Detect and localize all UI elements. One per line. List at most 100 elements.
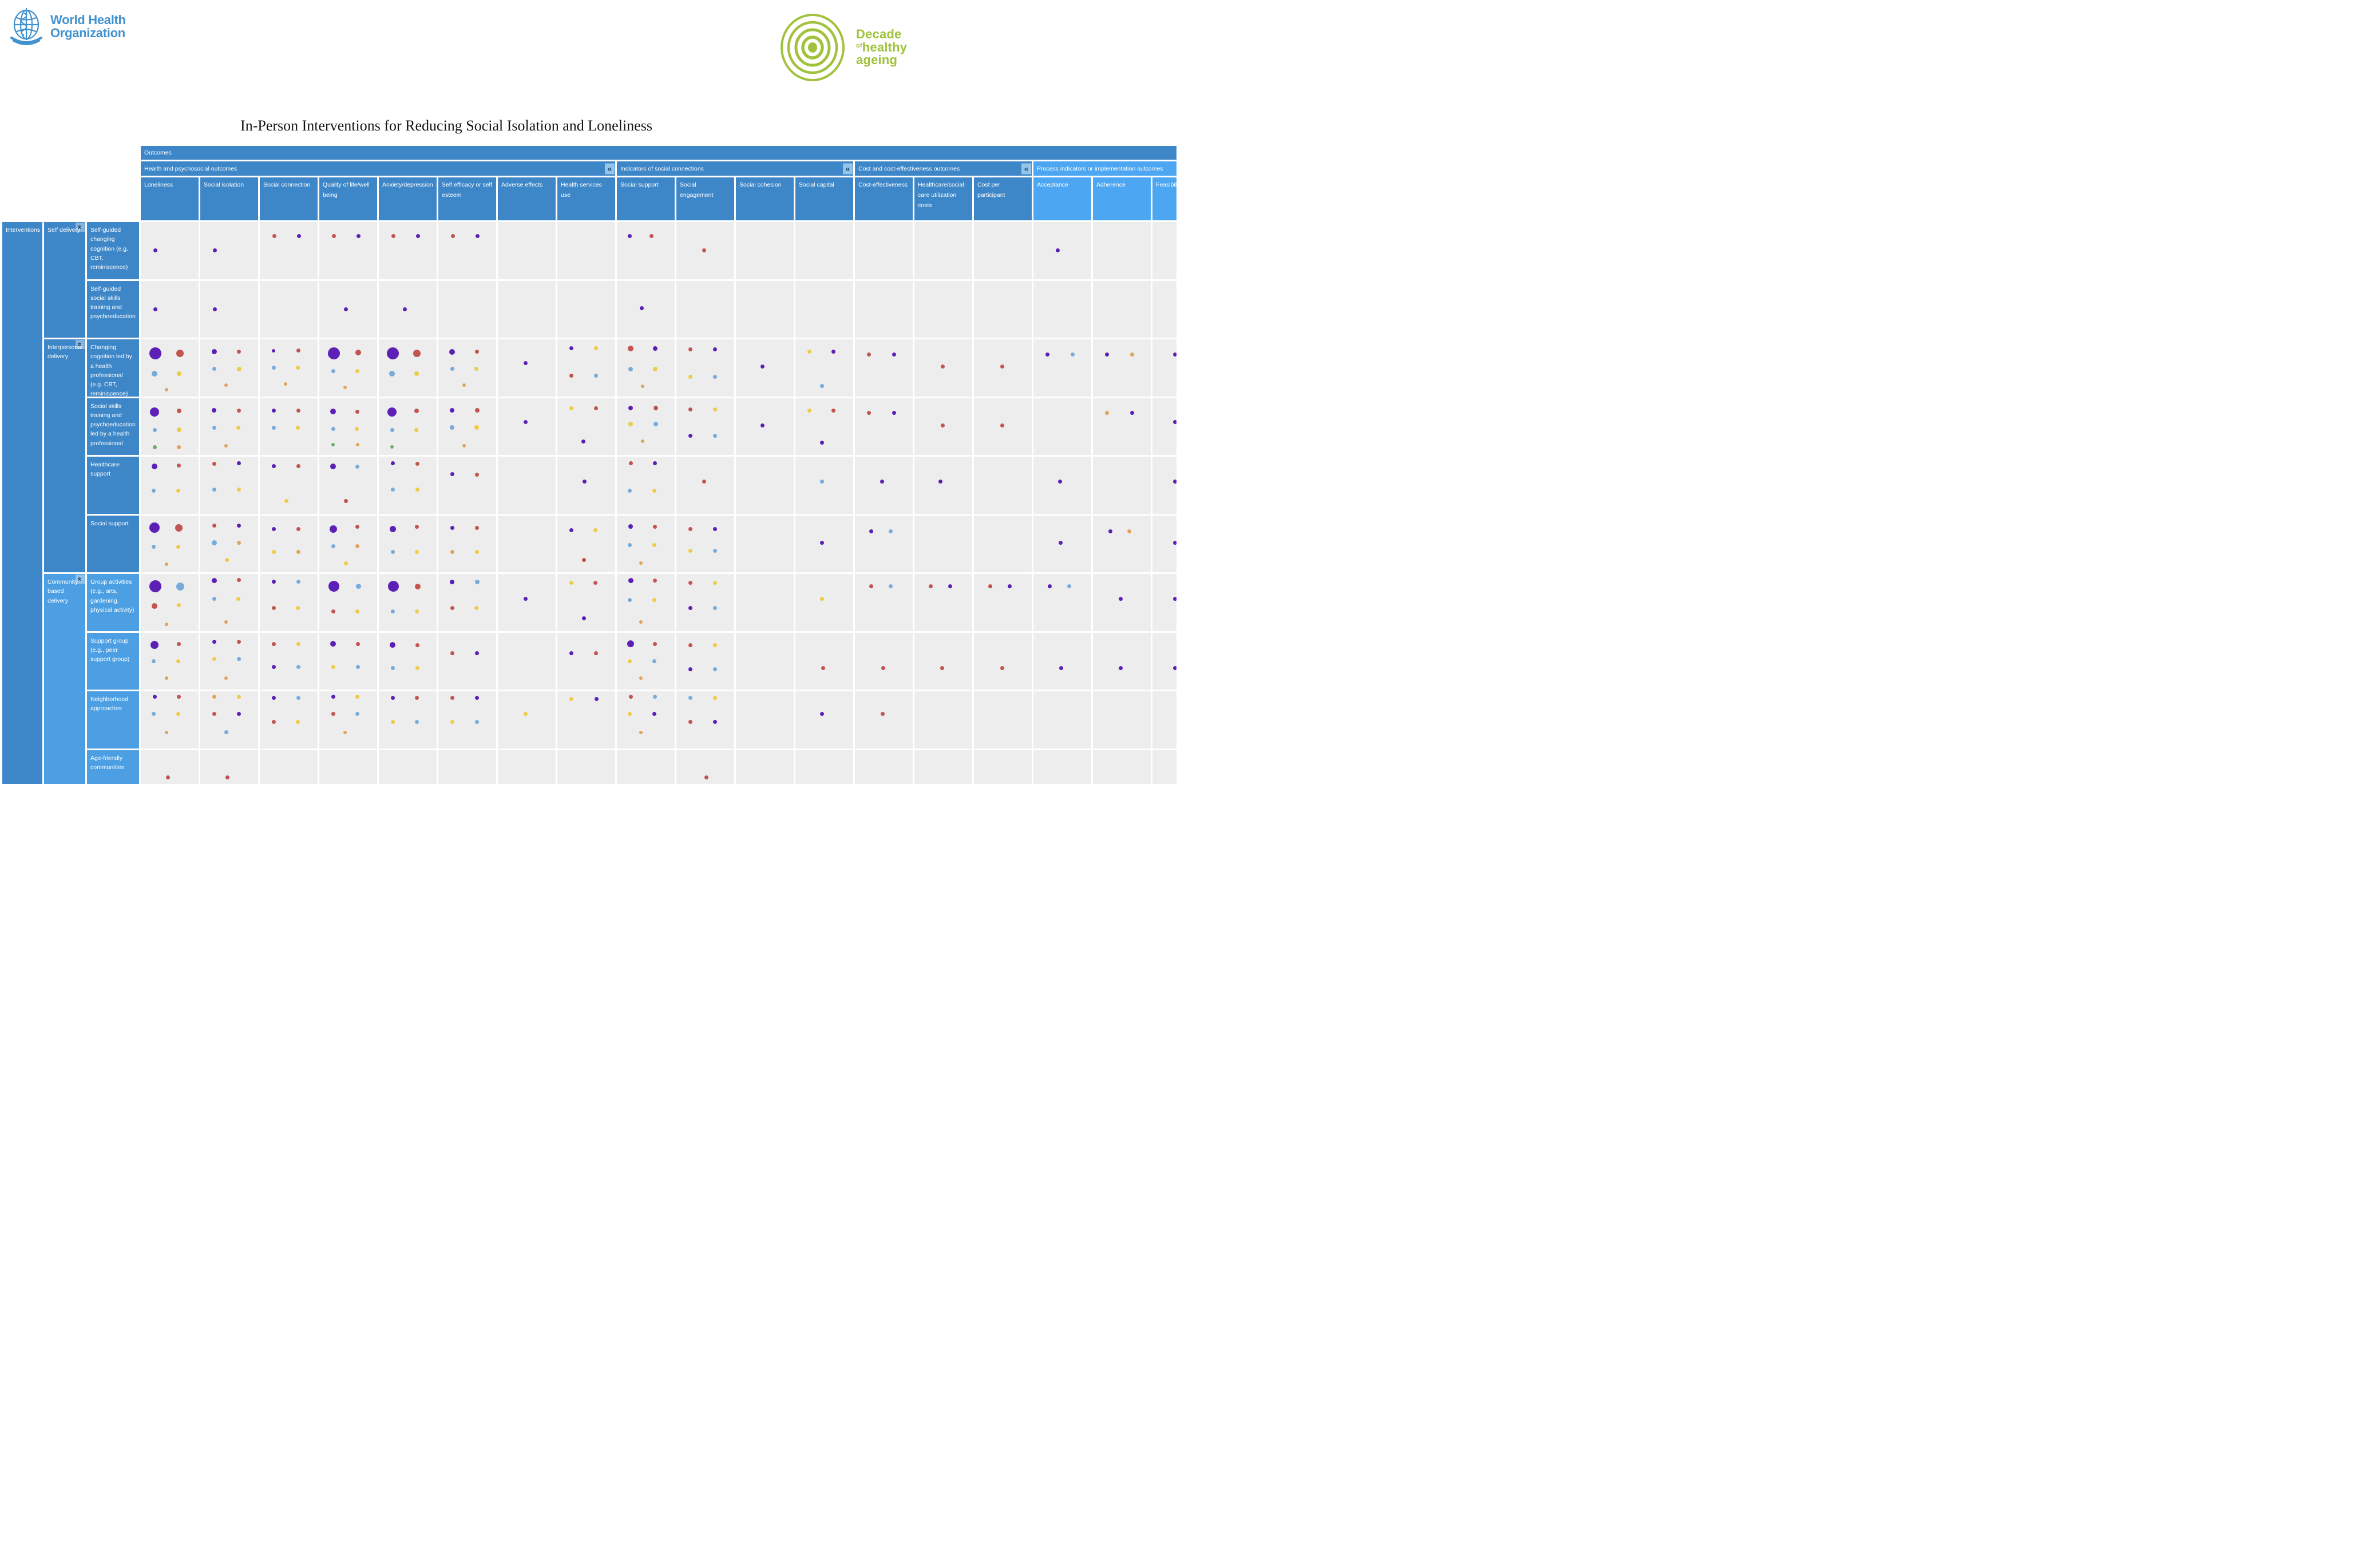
evidence-dot[interactable] [462,383,466,387]
evidence-dot[interactable] [212,597,216,601]
evidence-dot[interactable] [569,651,573,655]
evidence-dot[interactable] [152,463,158,469]
evidence-dot[interactable] [713,720,718,724]
evidence-dot[interactable] [177,695,181,699]
evidence-dot[interactable] [474,367,479,371]
evidence-dot[interactable] [224,383,228,387]
evidence-dot[interactable] [450,651,454,655]
evidence-dot[interactable] [450,696,454,700]
evidence-dot[interactable] [475,350,480,354]
evidence-dot[interactable] [272,234,276,239]
evidence-dot[interactable] [713,407,718,411]
evidence-dot[interactable] [355,544,360,548]
evidence-dot[interactable] [1127,529,1132,533]
evidence-dot[interactable] [940,365,945,369]
evidence-dot[interactable] [569,374,573,378]
evidence-dot[interactable] [1172,419,1176,424]
evidence-dot[interactable] [569,581,573,585]
evidence-dot[interactable] [713,606,718,611]
evidence-dot[interactable] [1104,410,1109,415]
evidence-dot[interactable] [688,433,692,438]
evidence-dot[interactable] [449,349,455,355]
evidence-dot[interactable] [594,346,599,351]
evidence-dot[interactable] [356,584,362,589]
evidence-dot[interactable] [1000,423,1004,427]
evidence-dot[interactable] [387,407,397,417]
evidence-dot[interactable] [652,489,657,493]
evidence-dot[interactable] [414,427,419,432]
evidence-dot[interactable] [581,616,586,621]
evidence-dot[interactable] [713,433,718,438]
evidence-dot[interactable] [1000,365,1004,369]
evidence-dot[interactable] [1058,540,1063,545]
evidence-dot[interactable] [866,353,871,357]
evidence-dot[interactable] [476,234,480,239]
evidence-dot[interactable] [176,371,181,376]
evidence-dot[interactable] [271,642,276,646]
evidence-dot[interactable] [296,464,301,469]
evidence-dot[interactable] [639,561,643,565]
evidence-dot[interactable] [807,408,811,413]
evidence-dot[interactable] [475,720,480,724]
evidence-dot[interactable] [150,641,159,650]
evidence-dot[interactable] [272,349,276,353]
evidence-dot[interactable] [355,443,359,447]
evidence-dot[interactable] [1118,597,1123,601]
evidence-dot[interactable] [639,306,644,310]
evidence-dot[interactable] [390,720,395,724]
evidence-dot[interactable] [688,526,692,531]
evidence-dot[interactable] [271,425,276,430]
evidence-dot[interactable] [224,444,228,448]
evidence-dot[interactable] [628,578,633,584]
evidence-dot[interactable] [355,712,360,716]
evidence-dot[interactable] [153,248,157,253]
evidence-dot[interactable] [355,695,360,699]
evidence-dot[interactable] [523,712,528,716]
evidence-dot[interactable] [415,549,419,554]
collapse-group-button[interactable]: « [1021,163,1031,174]
collapse-group-button[interactable]: « [843,163,853,174]
evidence-dot[interactable] [296,580,301,584]
evidence-dot[interactable] [627,543,632,547]
evidence-dot[interactable] [713,643,718,647]
evidence-dot[interactable] [151,544,156,549]
evidence-dot[interactable] [475,549,480,554]
evidence-dot[interactable] [582,480,587,484]
evidence-dot[interactable] [1059,666,1063,670]
evidence-dot[interactable] [177,603,181,608]
evidence-dot[interactable] [343,561,348,565]
evidence-dot[interactable] [1071,353,1075,357]
evidence-dot[interactable] [415,696,419,700]
evidence-dot[interactable] [1045,353,1049,357]
evidence-dot[interactable] [627,712,632,716]
evidence-dot[interactable] [653,406,658,411]
evidence-dot[interactable] [523,361,528,366]
evidence-dot[interactable] [224,620,228,624]
evidence-dot[interactable] [176,350,184,358]
evidence-dot[interactable] [211,349,217,355]
evidence-dot[interactable] [450,234,455,239]
evidence-dot[interactable] [475,525,480,530]
evidence-dot[interactable] [628,461,633,466]
evidence-dot[interactable] [237,540,241,545]
evidence-dot[interactable] [151,489,156,493]
evidence-dot[interactable] [569,346,573,351]
evidence-dot[interactable] [152,370,158,377]
evidence-dot[interactable] [331,369,335,374]
evidence-dot[interactable] [236,366,241,371]
evidence-dot[interactable] [892,410,897,415]
evidence-dot[interactable] [153,307,157,311]
evidence-dot[interactable] [869,529,873,533]
evidence-dot[interactable] [595,697,599,702]
evidence-dot[interactable] [819,440,824,445]
evidence-dot[interactable] [1118,666,1123,670]
evidence-dot[interactable] [940,423,945,427]
evidence-dot[interactable] [831,350,836,354]
evidence-dot[interactable] [176,582,184,591]
evidence-dot[interactable] [296,366,300,370]
evidence-dot[interactable] [880,712,885,716]
evidence-dot[interactable] [390,642,396,648]
evidence-dot[interactable] [149,347,161,360]
evidence-dot[interactable] [284,499,288,504]
evidence-dot[interactable] [177,445,181,449]
